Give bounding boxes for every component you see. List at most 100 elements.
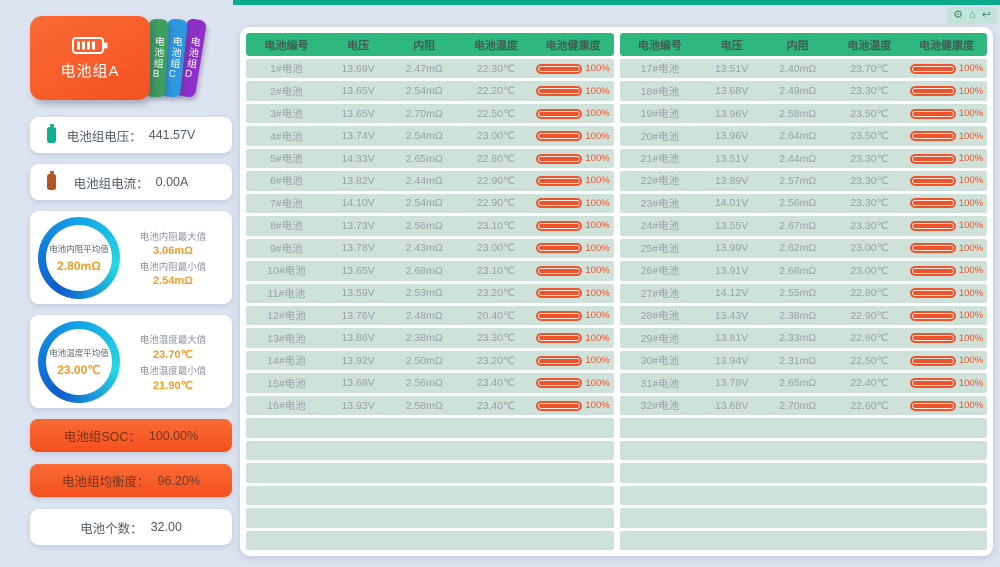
health-bar	[536, 333, 583, 344]
table-cell: 2.65mΩ	[405, 152, 443, 165]
temperature-gauge-title: 电池温度平均值	[49, 347, 109, 358]
table-row: 9#电池 13.78V 2.43mΩ 23.00℃ 100%	[246, 238, 614, 259]
health-percent: 100%	[958, 197, 984, 209]
table-row: 24#电池 13.55V 2.67mΩ 23.30℃ 100%	[619, 216, 987, 236]
table-cell: 23.30℃	[850, 174, 889, 187]
table-row: 2#电池 13.65V 2.54mΩ 22.20℃ 100%	[246, 81, 614, 101]
pack-voltage-label: 电池组电压：	[66, 129, 142, 144]
table-cell: 13.68V	[341, 377, 375, 390]
table-header-row: 电池编号 电压 内阻 电池温度 电池健康度	[619, 33, 987, 56]
table-cell: 2.58mΩ	[779, 107, 817, 120]
table-cell: 13#电池	[267, 332, 306, 345]
health-percent: 100%	[585, 108, 610, 120]
health-bar-fill	[539, 111, 580, 116]
table-cell: 2.56mΩ	[405, 377, 443, 390]
health-bar	[536, 220, 583, 231]
health-percent: 100%	[585, 242, 610, 254]
window-controls: ⚙ ⌂ ↩	[947, 7, 997, 24]
table-cell: 23.20℃	[476, 287, 515, 300]
table-cell: 23.30℃	[850, 152, 889, 165]
gear-icon[interactable]: ⚙	[953, 9, 964, 21]
table-cell: 23.10℃	[476, 264, 515, 277]
health-bar	[536, 288, 583, 299]
table-cell: 2.68mΩ	[779, 264, 817, 277]
table-row: 16#电池 13.93V 2.58mΩ 23.40℃ 100%	[246, 395, 614, 416]
health-bar-fill	[912, 134, 953, 139]
health-bar	[909, 243, 956, 254]
health-cell: 100%	[906, 131, 987, 142]
table-cell: 30#电池	[640, 355, 680, 368]
table-cell: 22.20℃	[476, 85, 515, 98]
table-cell: 31#电池	[640, 377, 680, 390]
health-cell: 100%	[906, 86, 987, 97]
health-bar-fill	[539, 156, 580, 161]
table-row: 25#电池 13.99V 2.62mΩ 23.00℃ 100%	[619, 238, 987, 259]
table-cell: 21#电池	[640, 153, 680, 166]
undo-icon[interactable]: ↩	[981, 9, 991, 21]
table-cell: 4#电池	[270, 130, 303, 143]
table-cell: 2.53mΩ	[405, 287, 443, 300]
health-bar-fill	[539, 403, 580, 408]
table-empty-row	[619, 530, 987, 550]
home-icon[interactable]: ⌂	[969, 9, 976, 21]
table-cell: 23.50℃	[850, 107, 889, 120]
column-header: 电池编号	[637, 39, 682, 52]
table-cell: 22.40℃	[850, 377, 889, 390]
health-bar-fill	[912, 156, 953, 161]
table-empty-row	[619, 418, 987, 438]
table-row: 23#电池 14.01V 2.56mΩ 23.30℃ 100%	[619, 193, 987, 214]
table-row: 7#电池 14.10V 2.54mΩ 22.90℃ 100%	[246, 193, 614, 214]
health-bar-fill	[539, 381, 580, 386]
health-bar	[909, 355, 956, 366]
tab-battery-group-a[interactable]: 电池组A	[30, 16, 150, 100]
table-row: 3#电池 13.65V 2.70mΩ 22.50℃ 100%	[246, 103, 614, 124]
battery-tables-panel: 电池编号 电压 内阻 电池温度 电池健康度 1#电池 13.69V 2.47mΩ 22.30℃ 1…	[240, 27, 993, 556]
table-cell: 2.31mΩ	[779, 354, 817, 367]
battery-table-right: 电池编号 电压 内阻 电池温度 电池健康度 17#电池 13.51V 2.40mΩ 23.70℃…	[619, 33, 987, 550]
table-cell: 22.80℃	[850, 287, 889, 300]
soc-card: 电池组SOC： 100.00%	[30, 419, 232, 452]
table-cell: 23.50℃	[850, 130, 889, 143]
table-cell: 23.20℃	[476, 354, 515, 367]
health-bar-fill	[912, 336, 953, 341]
table-cell: 17#电池	[640, 63, 680, 76]
column-header: 内阻	[413, 39, 436, 52]
health-bar	[536, 175, 583, 186]
health-cell: 100%	[533, 86, 614, 97]
table-cell: 28#电池	[640, 310, 680, 323]
health-bar	[909, 63, 956, 74]
table-row: 18#电池 13.68V 2.49mΩ 23.30℃ 100%	[619, 81, 987, 101]
table-cell: 2.54mΩ	[405, 130, 443, 143]
table-row: 12#电池 13.76V 2.48mΩ 20.40℃ 100%	[246, 305, 614, 326]
table-cell: 2.54mΩ	[405, 197, 443, 210]
health-cell: 100%	[533, 220, 614, 231]
table-cell: 13.82V	[341, 174, 375, 187]
health-bar-fill	[539, 246, 580, 251]
table-cell: 13.65V	[341, 107, 375, 120]
table-cell: 11#电池	[267, 287, 306, 300]
table-cell: 6#电池	[270, 175, 303, 188]
health-bar-fill	[539, 201, 580, 206]
table-row: 31#电池 13.78V 2.65mΩ 22.40℃ 100%	[619, 373, 987, 393]
health-bar-fill	[539, 313, 580, 318]
table-cell: 13.94V	[714, 354, 749, 367]
table-empty-row	[246, 463, 614, 483]
health-bar-fill	[539, 358, 580, 363]
health-bar	[536, 153, 583, 164]
table-row: 28#电池 13.43V 2.38mΩ 22.90℃ 100%	[619, 305, 987, 326]
health-percent: 100%	[585, 153, 610, 165]
column-header: 电池温度	[473, 39, 518, 52]
resistance-max-value: 3.06mΩ	[152, 244, 193, 257]
health-bar	[536, 265, 583, 276]
table-cell: 2.49mΩ	[779, 85, 817, 98]
sidebar: 电池组A 电池组B 电池组C 电池组D 电池组电压： 441.57V 电池组电流…	[30, 12, 232, 545]
table-cell: 23.30℃	[850, 219, 889, 232]
table-cell: 2.67mΩ	[779, 219, 817, 232]
table-cell: 13.96V	[714, 130, 749, 143]
table-row: 11#电池 13.59V 2.53mΩ 23.20℃ 100%	[246, 283, 614, 303]
table-cell: 22.50℃	[476, 107, 515, 120]
table-row: 10#电池 13.65V 2.68mΩ 23.10℃ 100%	[246, 261, 614, 281]
health-bar-fill	[912, 403, 953, 408]
table-cell: 26#电池	[640, 265, 680, 278]
battery-voltage-icon	[47, 124, 56, 143]
